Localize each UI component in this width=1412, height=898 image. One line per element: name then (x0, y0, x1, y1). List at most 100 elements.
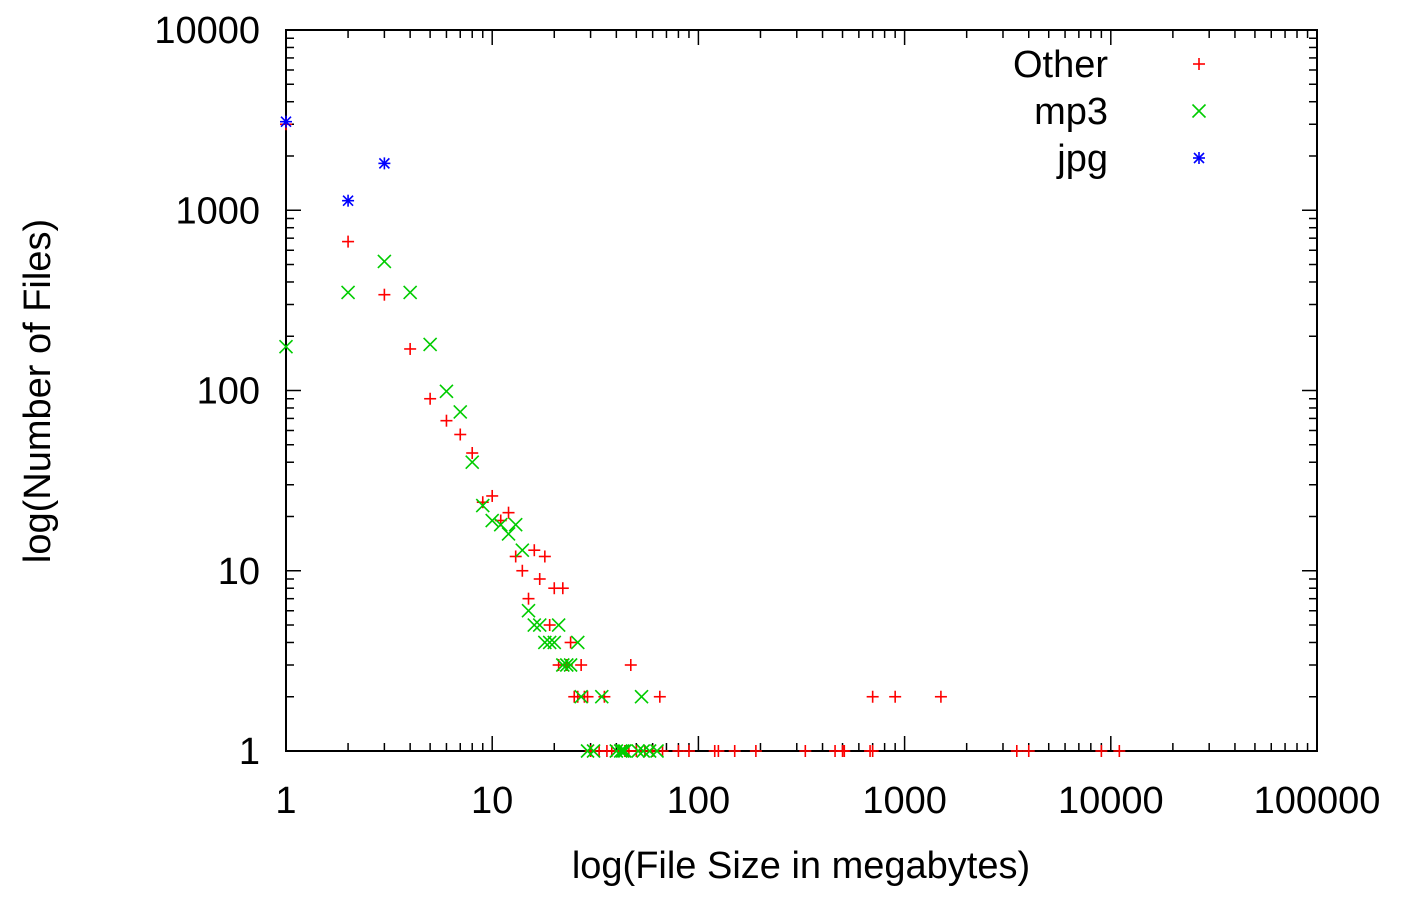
data-point (532, 617, 547, 633)
data-point (533, 572, 546, 585)
data-point (1010, 745, 1023, 757)
data-point (1095, 745, 1108, 757)
y-tick-label: 10 (218, 551, 260, 593)
data-point (542, 635, 557, 650)
data-point (838, 745, 851, 757)
series-mp3 (278, 254, 665, 759)
y-tick-label: 100 (197, 371, 260, 413)
legend: Other mp3 jpg (1013, 44, 1207, 180)
legend-marker (1191, 103, 1207, 119)
data-point (889, 690, 902, 703)
data-point (502, 506, 515, 519)
plot-border (285, 29, 1318, 752)
data-point (634, 689, 649, 704)
data-point (649, 743, 665, 759)
data-point (1113, 745, 1126, 757)
data-point (653, 690, 666, 703)
x-axis-title: log(File Size in megabytes) (572, 845, 1030, 887)
data-point (556, 582, 569, 595)
data-point (278, 339, 294, 354)
data-point (439, 384, 454, 399)
x-tick-label: 10 (471, 780, 513, 822)
legend-marker (1193, 58, 1205, 70)
data-point (728, 745, 741, 757)
data-point (559, 657, 574, 673)
data-point (580, 743, 595, 759)
data-point (342, 194, 355, 207)
data-point (486, 489, 499, 502)
data-point (341, 285, 356, 300)
data-point (564, 636, 577, 649)
data-point (475, 498, 490, 513)
data-point (466, 447, 479, 460)
data-point (377, 254, 392, 269)
data-series (278, 115, 1126, 759)
data-point (866, 745, 879, 757)
data-point (342, 235, 355, 248)
data-point (574, 689, 589, 704)
y-axis: 1 10 100 1000 10000 (154, 10, 1317, 773)
data-point (586, 743, 601, 759)
data-point (551, 617, 566, 633)
data-point (404, 342, 417, 355)
y-tick-label: 1 (239, 731, 260, 773)
data-point (624, 658, 637, 671)
data-point (515, 543, 530, 558)
data-point (1022, 745, 1035, 757)
data-point (403, 285, 418, 300)
legend-marker (1193, 152, 1205, 164)
data-point (454, 428, 467, 441)
data-point (528, 544, 541, 557)
series-jpg (280, 115, 391, 207)
data-point (378, 288, 391, 301)
data-point (656, 745, 669, 757)
data-point (575, 658, 588, 671)
data-point (516, 564, 529, 577)
data-point (440, 414, 453, 427)
data-point (712, 745, 725, 757)
data-point (636, 743, 651, 759)
x-tick-label: 1000 (862, 780, 947, 822)
x-tick-label: 100000 (1254, 780, 1381, 822)
data-point (501, 526, 516, 542)
data-point (613, 743, 628, 759)
series-other (280, 118, 1126, 757)
legend-label: Other (1013, 44, 1108, 86)
x-tick-label: 1 (275, 780, 296, 822)
y-tick-label: 10000 (154, 10, 260, 52)
data-point (538, 550, 551, 563)
data-point (570, 635, 585, 650)
data-point (453, 404, 468, 420)
data-point (581, 690, 594, 703)
data-point (493, 517, 508, 532)
data-point (424, 392, 437, 405)
legend-label: jpg (1056, 138, 1108, 180)
data-point (522, 592, 535, 605)
data-point (866, 690, 879, 703)
data-point (563, 657, 578, 673)
data-point (378, 157, 391, 170)
data-point (521, 603, 536, 618)
data-point (598, 690, 611, 703)
plot-frame (285, 29, 1318, 752)
y-axis-title: log(Number of Files) (17, 219, 59, 563)
data-point (617, 743, 632, 759)
data-point (631, 743, 646, 759)
data-point (527, 617, 542, 633)
x-tick-label: 100 (667, 780, 730, 822)
data-point (280, 115, 292, 128)
data-point (642, 743, 657, 759)
data-point (594, 689, 609, 704)
data-point (465, 455, 480, 470)
data-point (749, 745, 762, 757)
legend-label: mp3 (1034, 91, 1108, 133)
data-point (547, 635, 562, 650)
data-point (423, 337, 438, 352)
data-point (543, 619, 556, 632)
data-point (934, 690, 947, 703)
data-point (682, 745, 695, 757)
data-point (508, 517, 523, 532)
data-point (615, 743, 630, 759)
data-point (672, 745, 685, 757)
